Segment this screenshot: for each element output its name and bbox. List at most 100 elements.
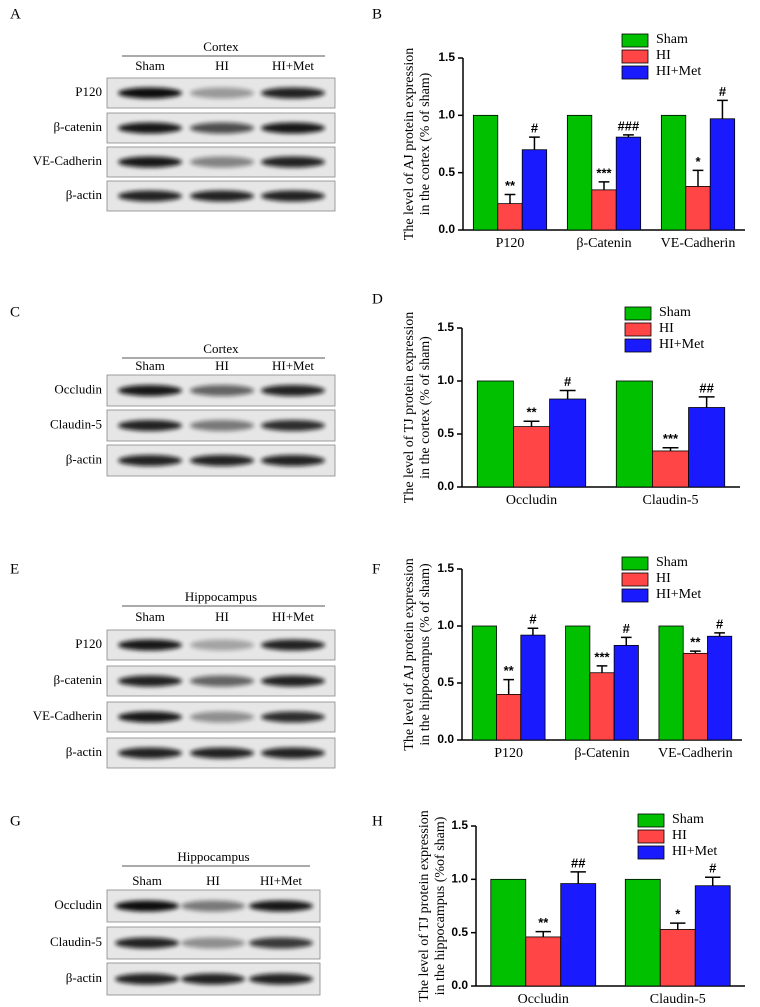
blot-band xyxy=(249,937,313,949)
blot-band xyxy=(261,711,325,723)
y-axis-label: The level of AJ protein expression xyxy=(402,48,417,240)
bar xyxy=(513,426,550,488)
blot-region: Hippocampus xyxy=(185,589,257,604)
significance-marker: *** xyxy=(663,431,679,446)
error-bar xyxy=(705,876,721,886)
y-tick-label: 1.0 xyxy=(437,373,454,387)
x-tick-label: Occludin xyxy=(518,992,569,1007)
legend-swatch xyxy=(624,338,652,353)
row-label: Occludin xyxy=(54,381,102,396)
significance-marker: # xyxy=(709,861,717,876)
x-tick-label: Claudin-5 xyxy=(650,992,706,1007)
bar xyxy=(560,883,597,987)
blot-band xyxy=(261,675,325,687)
blot-band xyxy=(190,385,254,396)
bar xyxy=(709,118,736,231)
row-label: β-catenin xyxy=(54,119,103,134)
legend-swatch xyxy=(637,829,665,844)
y-tick-label: 0.5 xyxy=(437,426,454,440)
significance-marker: ** xyxy=(526,405,537,420)
lane-label: HI xyxy=(215,58,229,73)
blot-band xyxy=(190,639,254,651)
panel-label: C xyxy=(10,304,20,320)
panel-label: D xyxy=(372,291,383,307)
error-bar xyxy=(698,396,715,408)
blot-band xyxy=(261,747,325,759)
blot-band xyxy=(115,937,179,949)
bar xyxy=(613,644,639,741)
blot-band xyxy=(190,675,254,687)
legend-swatch xyxy=(621,588,649,603)
legend-swatch xyxy=(624,306,652,321)
bar xyxy=(685,186,711,231)
significance-marker: ### xyxy=(618,118,640,133)
bar xyxy=(549,398,587,488)
panel-label: A xyxy=(10,6,21,22)
legend-label: Sham xyxy=(656,32,688,47)
lane-label: HI+Met xyxy=(260,873,302,888)
legend-swatch xyxy=(621,65,649,80)
y-axis-label: in the hippocampus (%of sham) xyxy=(433,816,448,995)
y-axis-label: The level of AJ protein expression xyxy=(402,558,417,750)
legend-label: HI xyxy=(659,321,674,336)
blot-band xyxy=(115,900,179,912)
significance-marker: # xyxy=(623,621,631,636)
blot-band xyxy=(190,87,254,99)
blot-band xyxy=(118,711,182,723)
significance-marker: ** xyxy=(690,635,701,650)
row-label: β-actin xyxy=(66,970,103,985)
bar xyxy=(521,149,548,231)
bar xyxy=(658,625,684,741)
bar xyxy=(565,625,591,741)
legend-label: Sham xyxy=(656,555,688,570)
significance-marker: ## xyxy=(699,380,714,395)
error-bar xyxy=(535,930,551,937)
blot-band xyxy=(118,675,182,687)
significance-marker: # xyxy=(564,374,572,389)
x-tick-label: VE-Cadherin xyxy=(661,236,736,251)
lane-label: HI+Met xyxy=(272,358,314,373)
row-label: VE-Cadherin xyxy=(33,708,103,723)
row-label: Occludin xyxy=(54,897,102,912)
error-bar xyxy=(717,99,728,119)
error-bar xyxy=(670,922,686,930)
legend-label: HI xyxy=(672,828,687,843)
y-tick-label: 1.5 xyxy=(451,818,468,832)
significance-marker: # xyxy=(531,121,539,136)
bar xyxy=(476,380,514,488)
blot-band xyxy=(261,156,325,168)
blot-band xyxy=(115,973,179,985)
blot-band xyxy=(190,711,254,723)
blot-band xyxy=(190,156,254,168)
bar xyxy=(624,878,661,987)
bar xyxy=(471,625,497,741)
y-tick-label: 0.0 xyxy=(437,479,454,493)
error-bar xyxy=(620,636,632,646)
legend-label: HI+Met xyxy=(656,587,701,602)
blot-band xyxy=(181,937,245,949)
legend-swatch xyxy=(637,845,665,860)
error-bar xyxy=(662,447,679,451)
legend-label: HI+Met xyxy=(672,844,717,859)
row-label: β-catenin xyxy=(54,672,103,687)
blot-band xyxy=(249,900,313,912)
y-tick-label: 1.0 xyxy=(438,108,455,122)
y-tick-label: 1.0 xyxy=(451,872,468,886)
bar xyxy=(659,929,696,987)
y-axis-label: in the hippocampus (% of sham) xyxy=(418,563,433,746)
blot-band xyxy=(261,190,325,202)
blot-band xyxy=(261,87,325,99)
x-tick-label: β-Catenin xyxy=(576,236,631,251)
significance-marker: *** xyxy=(596,165,612,180)
y-tick-label: 0.5 xyxy=(451,925,468,939)
y-tick-label: 0.0 xyxy=(438,222,455,236)
y-axis-label: in the cortex (% of sham) xyxy=(418,72,433,215)
legend-swatch xyxy=(637,813,665,828)
row-label: P120 xyxy=(75,636,102,651)
row-label: β-actin xyxy=(66,744,103,759)
error-bar xyxy=(598,181,610,190)
bar xyxy=(496,694,522,741)
blot-region: Hippocampus xyxy=(177,849,249,864)
blot-band xyxy=(190,747,254,759)
